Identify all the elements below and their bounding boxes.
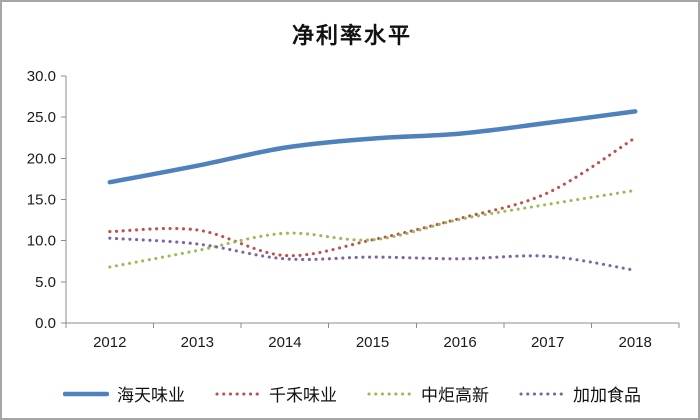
legend-item-0: 海天味业: [63, 381, 185, 406]
x-tick-label: 2016: [443, 334, 476, 351]
chart-legend: 海天味业 千禾味业 中炬高新 加加食品: [2, 381, 698, 406]
series-line-2: [108, 188, 637, 269]
legend-item-1: 千禾味业: [215, 381, 337, 406]
legend-label-0: 海天味业: [117, 386, 185, 405]
y-tick-label: 15.0: [27, 192, 56, 209]
x-tick-label: 2014: [268, 334, 301, 351]
x-tick-label: 2018: [619, 334, 652, 351]
y-tick-label: 5.0: [35, 274, 56, 291]
chart-title: 净利率水平: [291, 23, 412, 48]
x-tick-label: 2012: [93, 334, 126, 351]
legend-item-3: 加加食品: [519, 381, 641, 406]
axes: [61, 75, 680, 328]
x-tick-label: 2017: [531, 334, 564, 351]
y-tick-label: 0.0: [35, 315, 56, 332]
legend-label-3: 加加食品: [573, 386, 641, 405]
series-line-0: [107, 109, 638, 185]
legend-swatch-0: [63, 391, 109, 396]
y-tick-label: 20.0: [27, 150, 56, 167]
legend-item-2: 中炬高新: [367, 381, 489, 406]
series-line-1: [108, 136, 637, 258]
legend-label-1: 千禾味业: [269, 386, 337, 405]
y-tick-label: 10.0: [27, 233, 56, 250]
legend-swatch-3: [519, 391, 565, 396]
legend-swatch-1: [215, 391, 261, 396]
y-tick-label: 30.0: [27, 68, 56, 85]
y-tick-label: 25.0: [27, 109, 56, 126]
legend-label-2: 中炬高新: [421, 386, 489, 405]
series-line-3: [108, 236, 637, 272]
x-tick-label: 2015: [356, 334, 389, 351]
x-tick-label: 2013: [181, 334, 214, 351]
legend-swatch-2: [367, 391, 413, 396]
